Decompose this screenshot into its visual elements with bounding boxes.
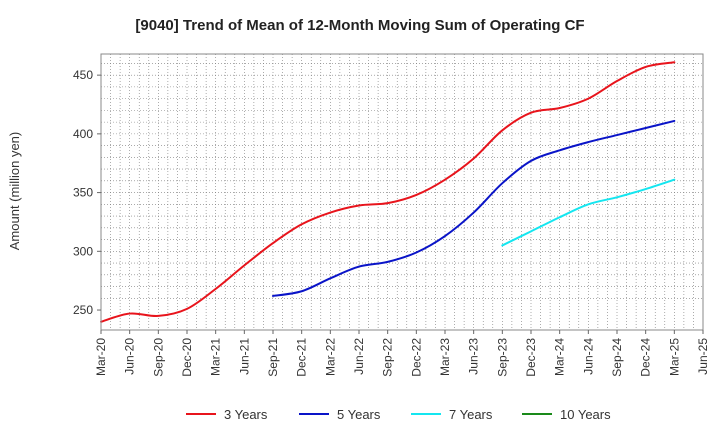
x-tick-label: Mar-22	[323, 338, 337, 376]
x-tick-label: Dec-20	[180, 338, 194, 377]
y-tick-label: 400	[73, 127, 93, 141]
x-tick-label: Mar-23	[438, 338, 452, 376]
y-tick-label: 300	[73, 244, 93, 258]
x-ticks: Mar-20 Jun-20 Sep-20 Dec-20 Mar-21 Jun-21 Sep-…	[94, 330, 710, 377]
plot-area	[101, 54, 703, 330]
x-tick-label: Jun-24	[581, 338, 595, 375]
legend-label-5-years: 5 Years	[337, 407, 381, 422]
x-tick-label: Sep-23	[495, 338, 509, 377]
y-axis-label: Amount (million yen)	[7, 132, 22, 251]
plot-frame	[100, 53, 704, 331]
x-tick-label: Sep-22	[381, 338, 395, 377]
x-tick-label: Sep-21	[266, 338, 280, 377]
x-tick-label: Mar-20	[94, 338, 108, 376]
x-tick-label: Dec-23	[524, 338, 538, 377]
x-tick-label: Jun-22	[352, 338, 366, 375]
x-tick-label: Jun-20	[123, 338, 137, 375]
series-group	[100, 61, 676, 323]
x-tick-label: Jun-23	[467, 338, 481, 375]
x-tick-label: Mar-24	[553, 338, 567, 376]
y-tick-label: 350	[73, 186, 93, 200]
legend-label-7-years: 7 Years	[449, 407, 493, 422]
x-tick-label: Sep-20	[151, 338, 165, 377]
x-tick-label: Jun-25	[696, 338, 710, 375]
x-tick-label: Dec-22	[409, 338, 423, 377]
chart-title: [9040] Trend of Mean of 12-Month Moving …	[135, 17, 584, 34]
series-line-5-years	[272, 119, 676, 297]
x-tick-label: Mar-25	[667, 338, 681, 376]
grid	[101, 54, 703, 330]
legend-label-10-years: 10 Years	[560, 407, 611, 422]
x-tick-label: Dec-21	[295, 338, 309, 377]
x-tick-label: Dec-24	[639, 338, 653, 377]
legend-label-3-years: 3 Years	[224, 407, 268, 422]
y-tick-label: 250	[73, 303, 93, 317]
x-tick-label: Mar-21	[209, 338, 223, 376]
legend: 3 Years 5 Years 7 Years 10 Years	[186, 407, 611, 422]
series-line-7-years	[501, 178, 676, 247]
y-tick-label: 450	[73, 68, 93, 82]
x-tick-label: Sep-24	[610, 338, 624, 377]
x-tick-label: Jun-21	[237, 338, 251, 375]
y-ticks: 250 300 350 400 450	[73, 68, 101, 317]
series-line-3-years	[100, 61, 676, 323]
